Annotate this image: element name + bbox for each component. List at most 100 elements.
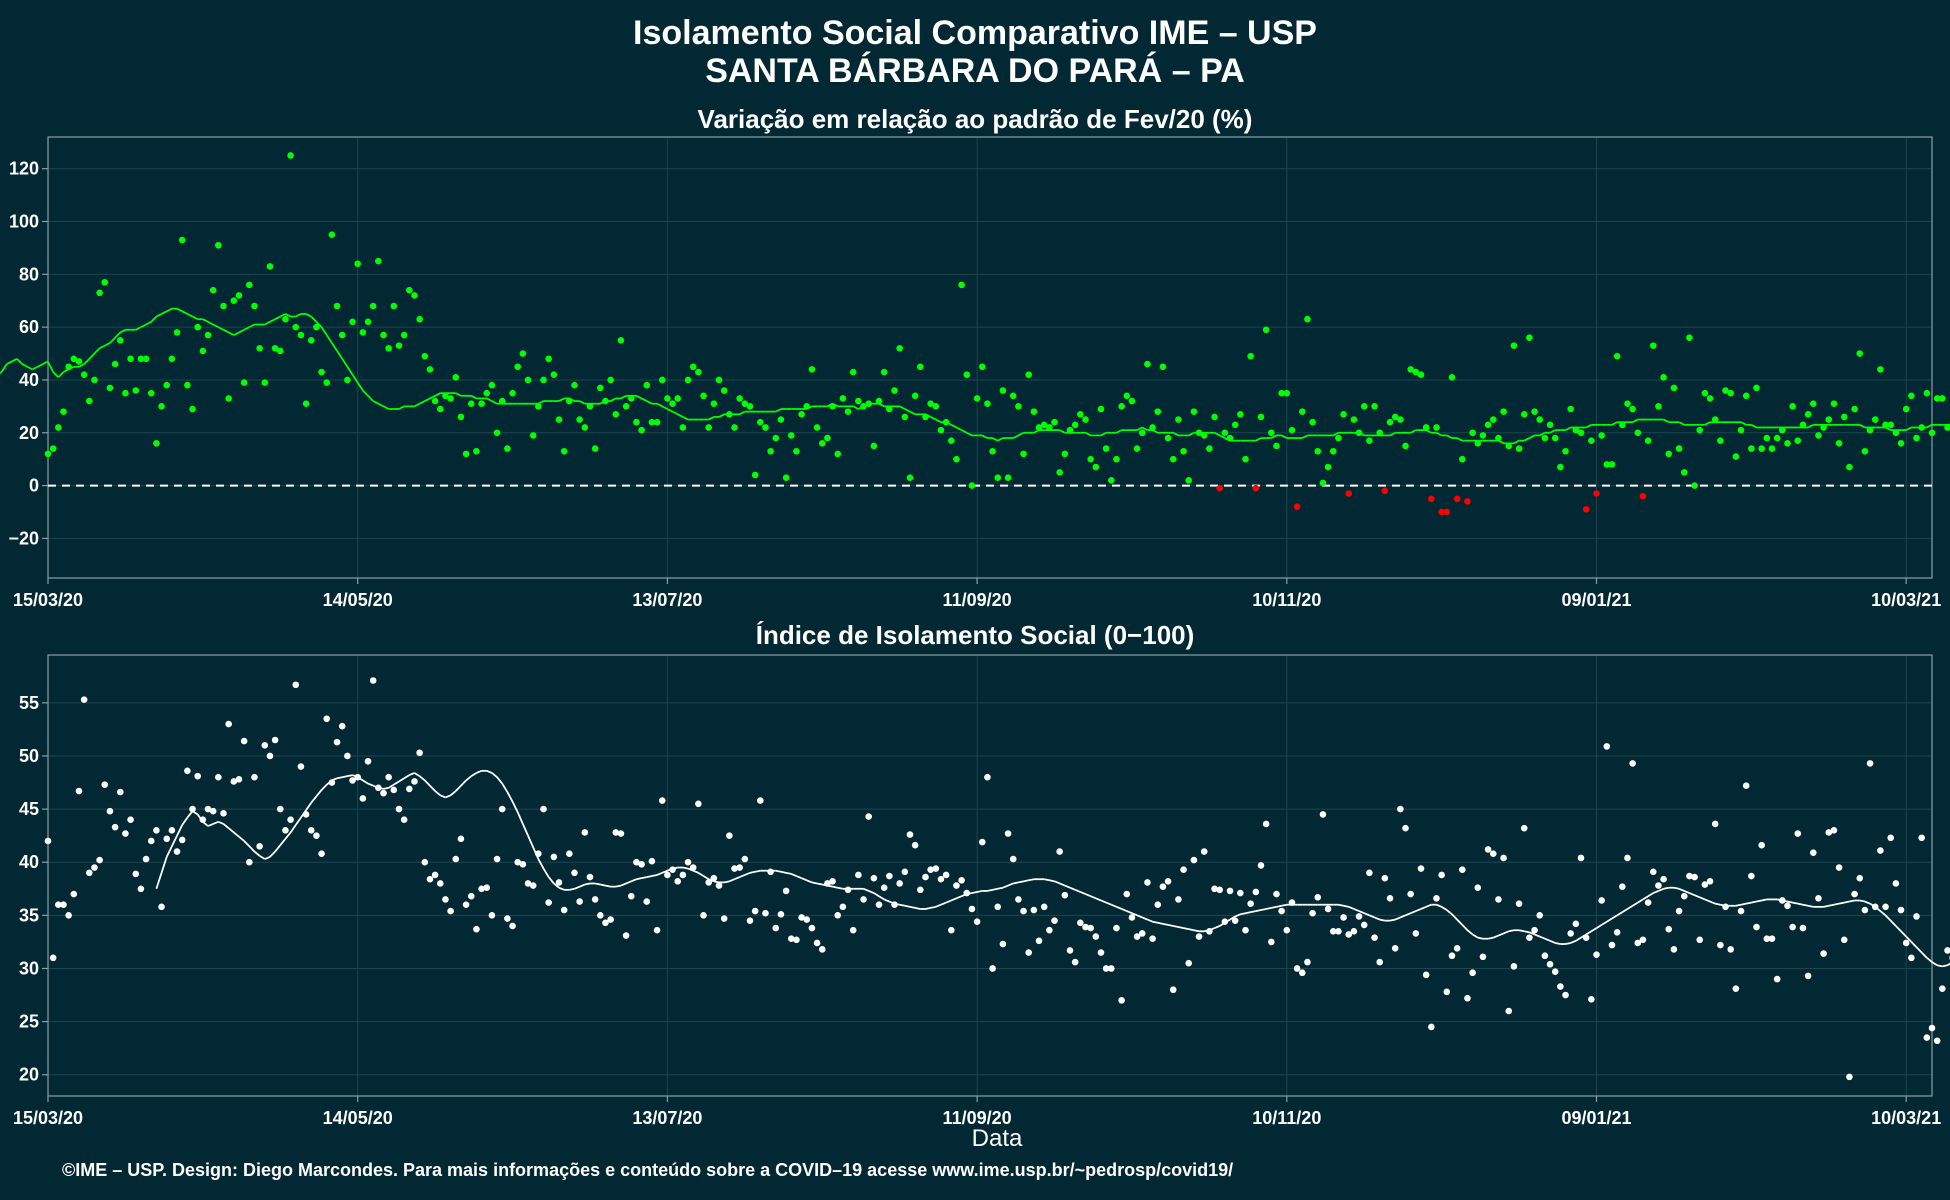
data-point xyxy=(122,830,129,837)
data-point xyxy=(1500,408,1507,415)
data-point xyxy=(44,837,52,845)
y-tick-label: 40 xyxy=(19,370,39,390)
data-point xyxy=(431,871,439,879)
data-point xyxy=(101,781,109,788)
data-point xyxy=(1629,405,1636,413)
data-point xyxy=(1242,455,1249,463)
data-point xyxy=(762,424,769,431)
data-point xyxy=(1391,413,1399,421)
data-point xyxy=(1448,952,1456,960)
data-point xyxy=(1546,960,1554,968)
data-point xyxy=(1133,445,1141,452)
moving-average-segment xyxy=(1534,933,1541,938)
data-point xyxy=(715,376,723,384)
data-point xyxy=(447,907,454,915)
data-point xyxy=(1268,938,1275,946)
data-point xyxy=(1489,416,1497,423)
data-point xyxy=(1443,508,1451,516)
moving-average-segment xyxy=(718,413,725,418)
moving-average-segment xyxy=(1276,904,1282,908)
data-point xyxy=(540,805,547,813)
data-point xyxy=(1515,900,1523,907)
moving-average-segment xyxy=(997,886,1004,890)
moving-average-segment xyxy=(1379,918,1386,922)
panel-border xyxy=(47,136,1933,579)
data-point xyxy=(1753,384,1760,392)
data-point xyxy=(178,836,186,844)
data-point xyxy=(762,909,769,917)
data-point xyxy=(1200,432,1208,439)
data-point xyxy=(1278,907,1285,915)
x-tick-label: 09/01/21 xyxy=(1561,1108,1631,1128)
moving-average-segment xyxy=(1446,909,1453,915)
data-point xyxy=(132,870,140,878)
data-point xyxy=(1526,934,1533,941)
data-point xyxy=(101,278,109,286)
data-point xyxy=(215,773,222,781)
data-point xyxy=(1670,384,1678,392)
data-point xyxy=(1046,424,1053,431)
data-point xyxy=(612,829,620,836)
moving-average-segment xyxy=(243,840,250,847)
moving-average-segment xyxy=(336,776,343,780)
data-point xyxy=(638,426,645,434)
data-point xyxy=(163,835,171,843)
moving-average-segment xyxy=(1859,424,1866,429)
data-point xyxy=(106,807,114,815)
data-point xyxy=(1102,965,1110,972)
data-point xyxy=(1324,463,1332,471)
data-point xyxy=(1758,841,1765,849)
moving-average-segment xyxy=(1637,898,1644,904)
moving-average-segment xyxy=(605,884,611,888)
data-point xyxy=(1510,342,1518,349)
moving-average-segment xyxy=(465,775,472,782)
moving-average-segment xyxy=(1947,962,1950,967)
data-point xyxy=(1634,939,1642,947)
data-point xyxy=(147,837,155,845)
moving-average-segment xyxy=(1590,927,1597,933)
x-tick-label: 10/11/20 xyxy=(1252,590,1321,610)
data-point xyxy=(1345,490,1353,497)
moving-average-segment xyxy=(935,418,942,423)
data-point xyxy=(1262,820,1270,828)
moving-average-segment xyxy=(656,402,663,408)
data-point xyxy=(1613,352,1621,360)
data-point xyxy=(1262,326,1270,334)
moving-average-segment xyxy=(1157,921,1164,925)
moving-average-segment xyxy=(1456,918,1463,926)
data-point xyxy=(1619,883,1626,890)
moving-average-segment xyxy=(1049,879,1055,883)
moving-average-segment xyxy=(445,794,451,799)
data-point xyxy=(514,858,522,866)
moving-average-segment xyxy=(1410,910,1417,915)
data-point xyxy=(127,816,134,824)
data-point xyxy=(209,807,217,815)
data-point xyxy=(488,381,496,389)
data-point xyxy=(240,379,248,386)
moving-average-segment xyxy=(1425,903,1432,908)
moving-average-segment xyxy=(1658,887,1664,892)
data-point xyxy=(689,363,697,371)
data-point xyxy=(917,886,924,894)
moving-average-segment xyxy=(88,352,96,360)
data-point xyxy=(555,416,563,423)
data-point xyxy=(75,787,83,795)
data-point xyxy=(153,827,160,834)
data-point xyxy=(1928,429,1936,437)
moving-average-segment xyxy=(749,870,756,874)
data-point xyxy=(1035,424,1043,431)
data-point xyxy=(1340,914,1347,921)
moving-average-segment xyxy=(32,365,39,371)
moving-average-segment xyxy=(992,437,999,442)
data-point xyxy=(787,935,795,943)
moving-average-segment xyxy=(1085,431,1092,437)
moving-average-segment xyxy=(981,434,988,439)
data-point xyxy=(1469,429,1476,437)
data-point xyxy=(96,856,103,864)
data-point xyxy=(235,292,243,299)
data-point xyxy=(1345,931,1353,938)
data-point xyxy=(1015,896,1022,903)
data-point xyxy=(1933,395,1941,402)
data-point xyxy=(307,827,315,834)
data-point xyxy=(1149,935,1156,943)
